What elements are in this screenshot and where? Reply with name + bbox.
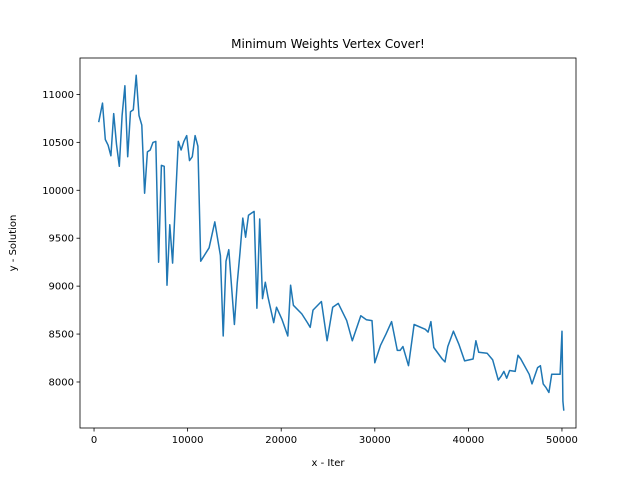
x-tick-label: 40000 <box>452 435 484 446</box>
chart-title: Minimum Weights Vertex Cover! <box>231 37 425 51</box>
series-line <box>97 74 565 411</box>
axes-frame <box>79 57 577 429</box>
y-tick-label: 8000 <box>49 377 74 388</box>
x-tick-label: 20000 <box>265 435 297 446</box>
y-tick-label: 9000 <box>49 282 74 293</box>
x-tick-label: 30000 <box>359 435 391 446</box>
x-tick-label: 0 <box>91 435 97 446</box>
x-tick-label: 10000 <box>172 435 204 446</box>
y-tick-label: 9500 <box>49 234 74 245</box>
y-tick-label: 10500 <box>42 138 74 149</box>
plot-area: 0 10000 20000 30000 40000 50000 8000 8500 9000 95… <box>42 57 578 446</box>
x-tick-label: 50000 <box>546 435 578 446</box>
y-tick-label: 8500 <box>49 330 74 341</box>
x-axis-label: x - Iter <box>311 458 345 469</box>
y-axis-label: y - Solution <box>8 215 19 272</box>
y-tick-label: 11000 <box>42 90 74 101</box>
y-tick-label: 10000 <box>42 186 74 197</box>
